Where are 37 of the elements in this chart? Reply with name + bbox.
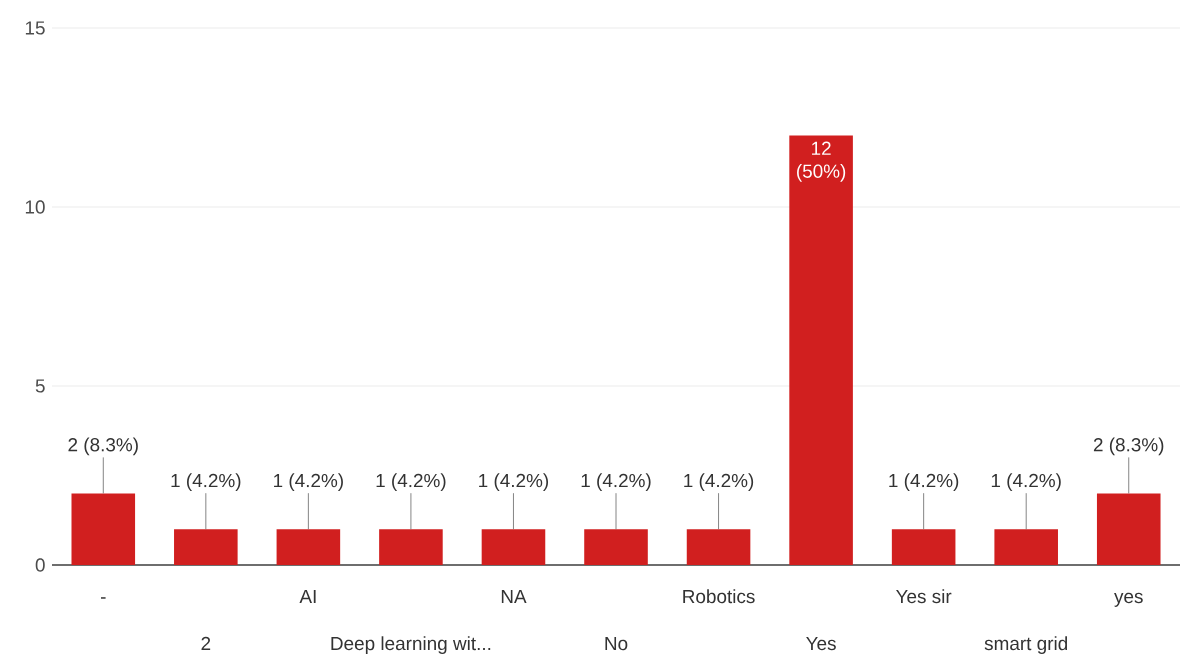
bar — [891, 529, 956, 565]
bar — [686, 529, 751, 565]
x-tick-label: smart grid — [984, 636, 1068, 654]
bar — [174, 529, 238, 565]
data-label: 1 (4.2%) — [991, 473, 1061, 491]
x-tick-label: Yes — [806, 636, 836, 651]
data-label: 2 (8.3%) — [1093, 437, 1164, 456]
bar — [276, 529, 341, 565]
x-tick-label: yes — [1114, 592, 1143, 607]
data-label: 1 (4.2%) — [889, 473, 959, 491]
y-tick-label: 15 — [25, 21, 45, 35]
x-tick-label: AI — [299, 589, 316, 603]
y-tick-label: 0 — [35, 558, 45, 572]
x-tick-label: NA — [501, 589, 527, 603]
x-tick-label: Robotics — [683, 589, 755, 604]
bar — [789, 135, 853, 565]
data-label: 1 (4.2%) — [479, 473, 549, 491]
bar — [481, 529, 546, 565]
y-tick-label: 10 — [25, 200, 45, 214]
data-label: 1 (4.2%) — [171, 473, 241, 491]
x-tick-label: 2 — [201, 636, 211, 650]
data-label: 1 (4.2%) — [274, 473, 343, 491]
bar — [584, 529, 648, 565]
y-tick-label: 5 — [35, 379, 45, 393]
x-tick-label: Deep learning wit... — [331, 636, 491, 654]
data-label: 2 (8.3%) — [68, 437, 138, 456]
bar — [379, 529, 443, 565]
data-label: 1 (4.2%) — [581, 473, 651, 491]
bar — [71, 493, 136, 565]
x-tick-label: Yes sir — [896, 589, 952, 604]
data-label: 12 (50%) — [797, 141, 846, 182]
data-label: 1 (4.2%) — [684, 473, 754, 491]
bar — [994, 529, 1058, 565]
data-label: 1 (4.2%) — [376, 473, 446, 491]
x-tick-label: No — [605, 636, 628, 651]
x-tick-label: - — [100, 597, 106, 599]
bar — [1096, 493, 1161, 565]
